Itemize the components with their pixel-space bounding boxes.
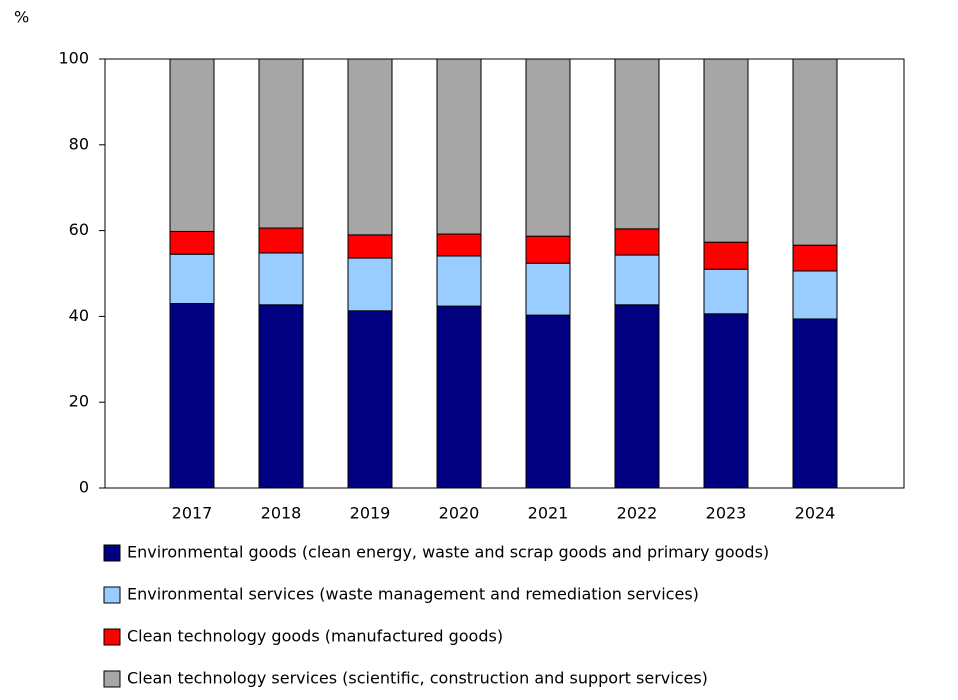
bar-segment	[614, 254, 660, 306]
legend-label: Clean technology goods (manufactured goo…	[127, 627, 503, 646]
bar-segment	[258, 58, 304, 229]
bar-segment	[614, 58, 660, 230]
bar-segment	[347, 234, 393, 259]
bar-segment	[792, 58, 838, 246]
bar-segment	[703, 58, 749, 243]
legend-swatch	[103, 628, 121, 646]
bar-segment	[169, 303, 215, 489]
y-tick-label: 60	[69, 220, 89, 239]
bar-segment	[703, 313, 749, 489]
bar-segment	[347, 58, 393, 236]
bar-segment	[169, 58, 215, 232]
bar-segment	[792, 318, 838, 489]
bar-segment	[525, 314, 571, 489]
x-tick-label: 2022	[617, 504, 658, 523]
legend-label: Clean technology services (scientific, c…	[127, 669, 708, 688]
plot-frame	[104, 58, 905, 489]
y-tick-label: 0	[79, 478, 89, 497]
bar-segment	[703, 241, 749, 270]
x-tick-label: 2021	[528, 504, 569, 523]
bar-segment	[525, 235, 571, 264]
x-tick-label: 2018	[261, 504, 302, 523]
bar-segment	[792, 270, 838, 320]
bar-segment	[525, 58, 571, 237]
x-tick-label: 2020	[439, 504, 480, 523]
x-tick-label: 2023	[706, 504, 747, 523]
legend-swatch	[103, 586, 121, 604]
y-tick-label: 80	[69, 134, 89, 153]
bar-segment	[525, 262, 571, 316]
x-tick-label: 2024	[795, 504, 836, 523]
bar-segment	[792, 244, 838, 272]
bar-segment	[258, 252, 304, 306]
bar-segment	[436, 233, 482, 257]
y-tick-label: 100	[58, 49, 89, 68]
legend-label: Environmental services (waste management…	[127, 585, 699, 604]
bar-segment	[347, 310, 393, 489]
x-tick-label: 2019	[350, 504, 391, 523]
y-tick-label: 20	[69, 392, 89, 411]
legend-swatch	[103, 670, 121, 688]
bar-segment	[169, 253, 215, 305]
bar-segment	[258, 304, 304, 489]
legend-swatch	[103, 544, 121, 562]
bar-segment	[614, 304, 660, 489]
y-axis-label: %	[14, 8, 29, 27]
bar-segment	[703, 268, 749, 315]
legend-label: Environmental goods (clean energy, waste…	[127, 543, 769, 562]
bar-segment	[436, 305, 482, 489]
bar-segment	[436, 58, 482, 235]
y-tick-label: 40	[69, 306, 89, 325]
bar-segment	[258, 227, 304, 254]
bar-segment	[169, 230, 215, 255]
bar-segment	[347, 257, 393, 312]
x-tick-label: 2017	[172, 504, 213, 523]
bar-segment	[436, 255, 482, 307]
bar-segment	[614, 228, 660, 256]
